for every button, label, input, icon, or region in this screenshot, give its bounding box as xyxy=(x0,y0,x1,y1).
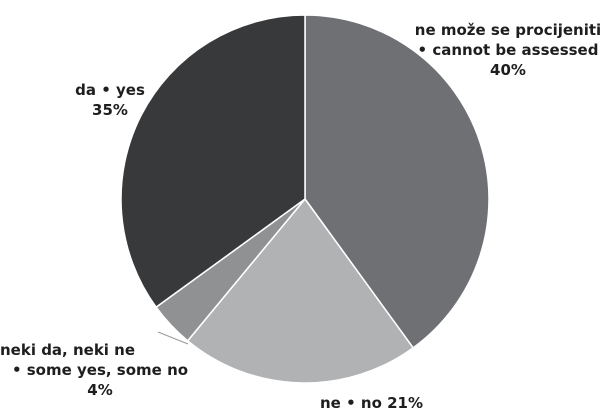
slice-label-no: ne • no 21% xyxy=(320,394,423,412)
slice-leader-line-some-yes xyxy=(157,331,189,345)
slice-label-some-yes-some-no: neki da, neki ne • some yes, some no 4% xyxy=(0,341,189,399)
slice-label-yes: da • yes 35% xyxy=(75,81,145,119)
slice-label-cannot-be-assessed: ne može se procijeniti • cannot be asses… xyxy=(414,21,602,79)
slice-cannot-be-assessed xyxy=(304,14,490,349)
slice-yes xyxy=(120,14,306,309)
slice-no xyxy=(186,197,415,384)
